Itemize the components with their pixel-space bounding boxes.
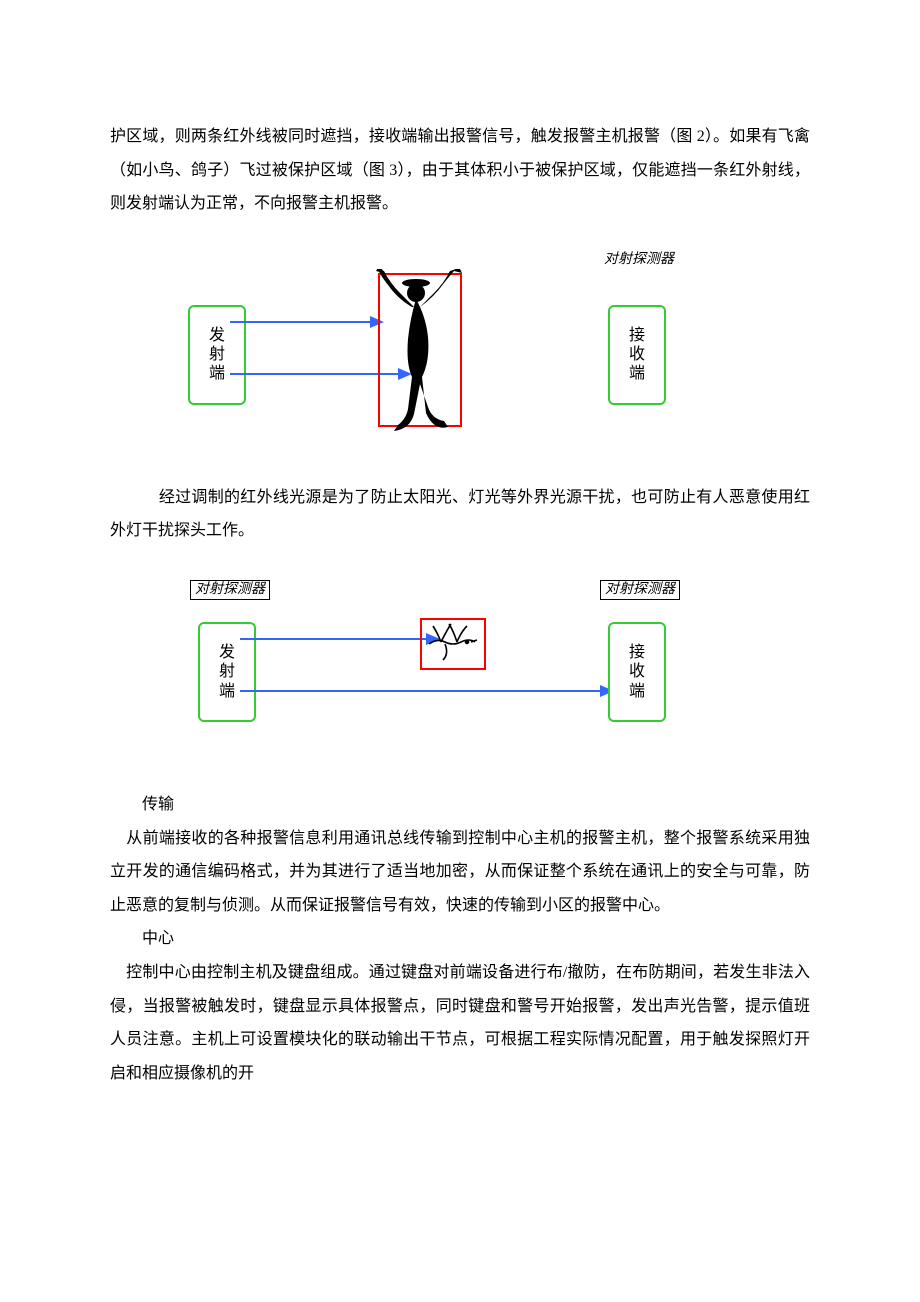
tx-char-2: 射 <box>209 345 225 364</box>
heading-transmission: 传输 <box>110 788 810 822</box>
rx-char-1: 接 <box>629 643 645 662</box>
rx-char-3: 端 <box>629 682 645 701</box>
transmitter-box: 发 射 端 <box>198 622 256 722</box>
beam-2-line <box>240 690 600 692</box>
paragraph-4: 控制中心由控制主机及键盘组成。通过键盘对前端设备进行布/撤防，在布防期间，若发生… <box>110 956 810 1090</box>
bird-icon <box>423 620 479 664</box>
beam-1-line <box>230 321 370 323</box>
tx-char-3: 端 <box>209 364 225 383</box>
rx-char-2: 收 <box>629 662 645 681</box>
detector-label-right: 对射探测器 <box>600 580 680 600</box>
receiver-box: 接 收 端 <box>608 622 666 722</box>
detector-label-left: 对射探测器 <box>190 580 270 600</box>
receiver-box: 接 收 端 <box>608 305 666 405</box>
tx-char-3: 端 <box>219 682 235 701</box>
paragraph-2: 经过调制的红外线光源是为了防止太阳光、灯光等外界光源干扰，也可防止有人恶意使用红… <box>110 481 810 548</box>
transmitter-box: 发 射 端 <box>188 305 246 405</box>
figure-intruder: 对射探测器 发 射 端 接 收 端 <box>160 251 810 451</box>
paragraph-3: 从前端接收的各种报警信息利用通讯总线传输到控制中心主机的报警主机，整个报警系统采… <box>110 822 810 923</box>
tx-char-1: 发 <box>209 326 225 345</box>
tx-char-1: 发 <box>219 643 235 662</box>
figure-bird: 对射探测器 对射探测器 发 射 端 接 收 端 <box>160 578 810 758</box>
intruder-icon <box>370 269 470 439</box>
rx-char-1: 接 <box>629 326 645 345</box>
rx-char-3: 端 <box>629 364 645 383</box>
detector-label-right: 对射探测器 <box>600 251 678 269</box>
heading-center: 中心 <box>110 922 810 956</box>
tx-char-2: 射 <box>219 662 235 681</box>
paragraph-1: 护区域，则两条红外线被同时遮挡，接收端输出报警信号，触发报警主机报警（图 2）。… <box>110 120 810 221</box>
beam-1-line <box>240 638 426 640</box>
rx-char-2: 收 <box>629 345 645 364</box>
